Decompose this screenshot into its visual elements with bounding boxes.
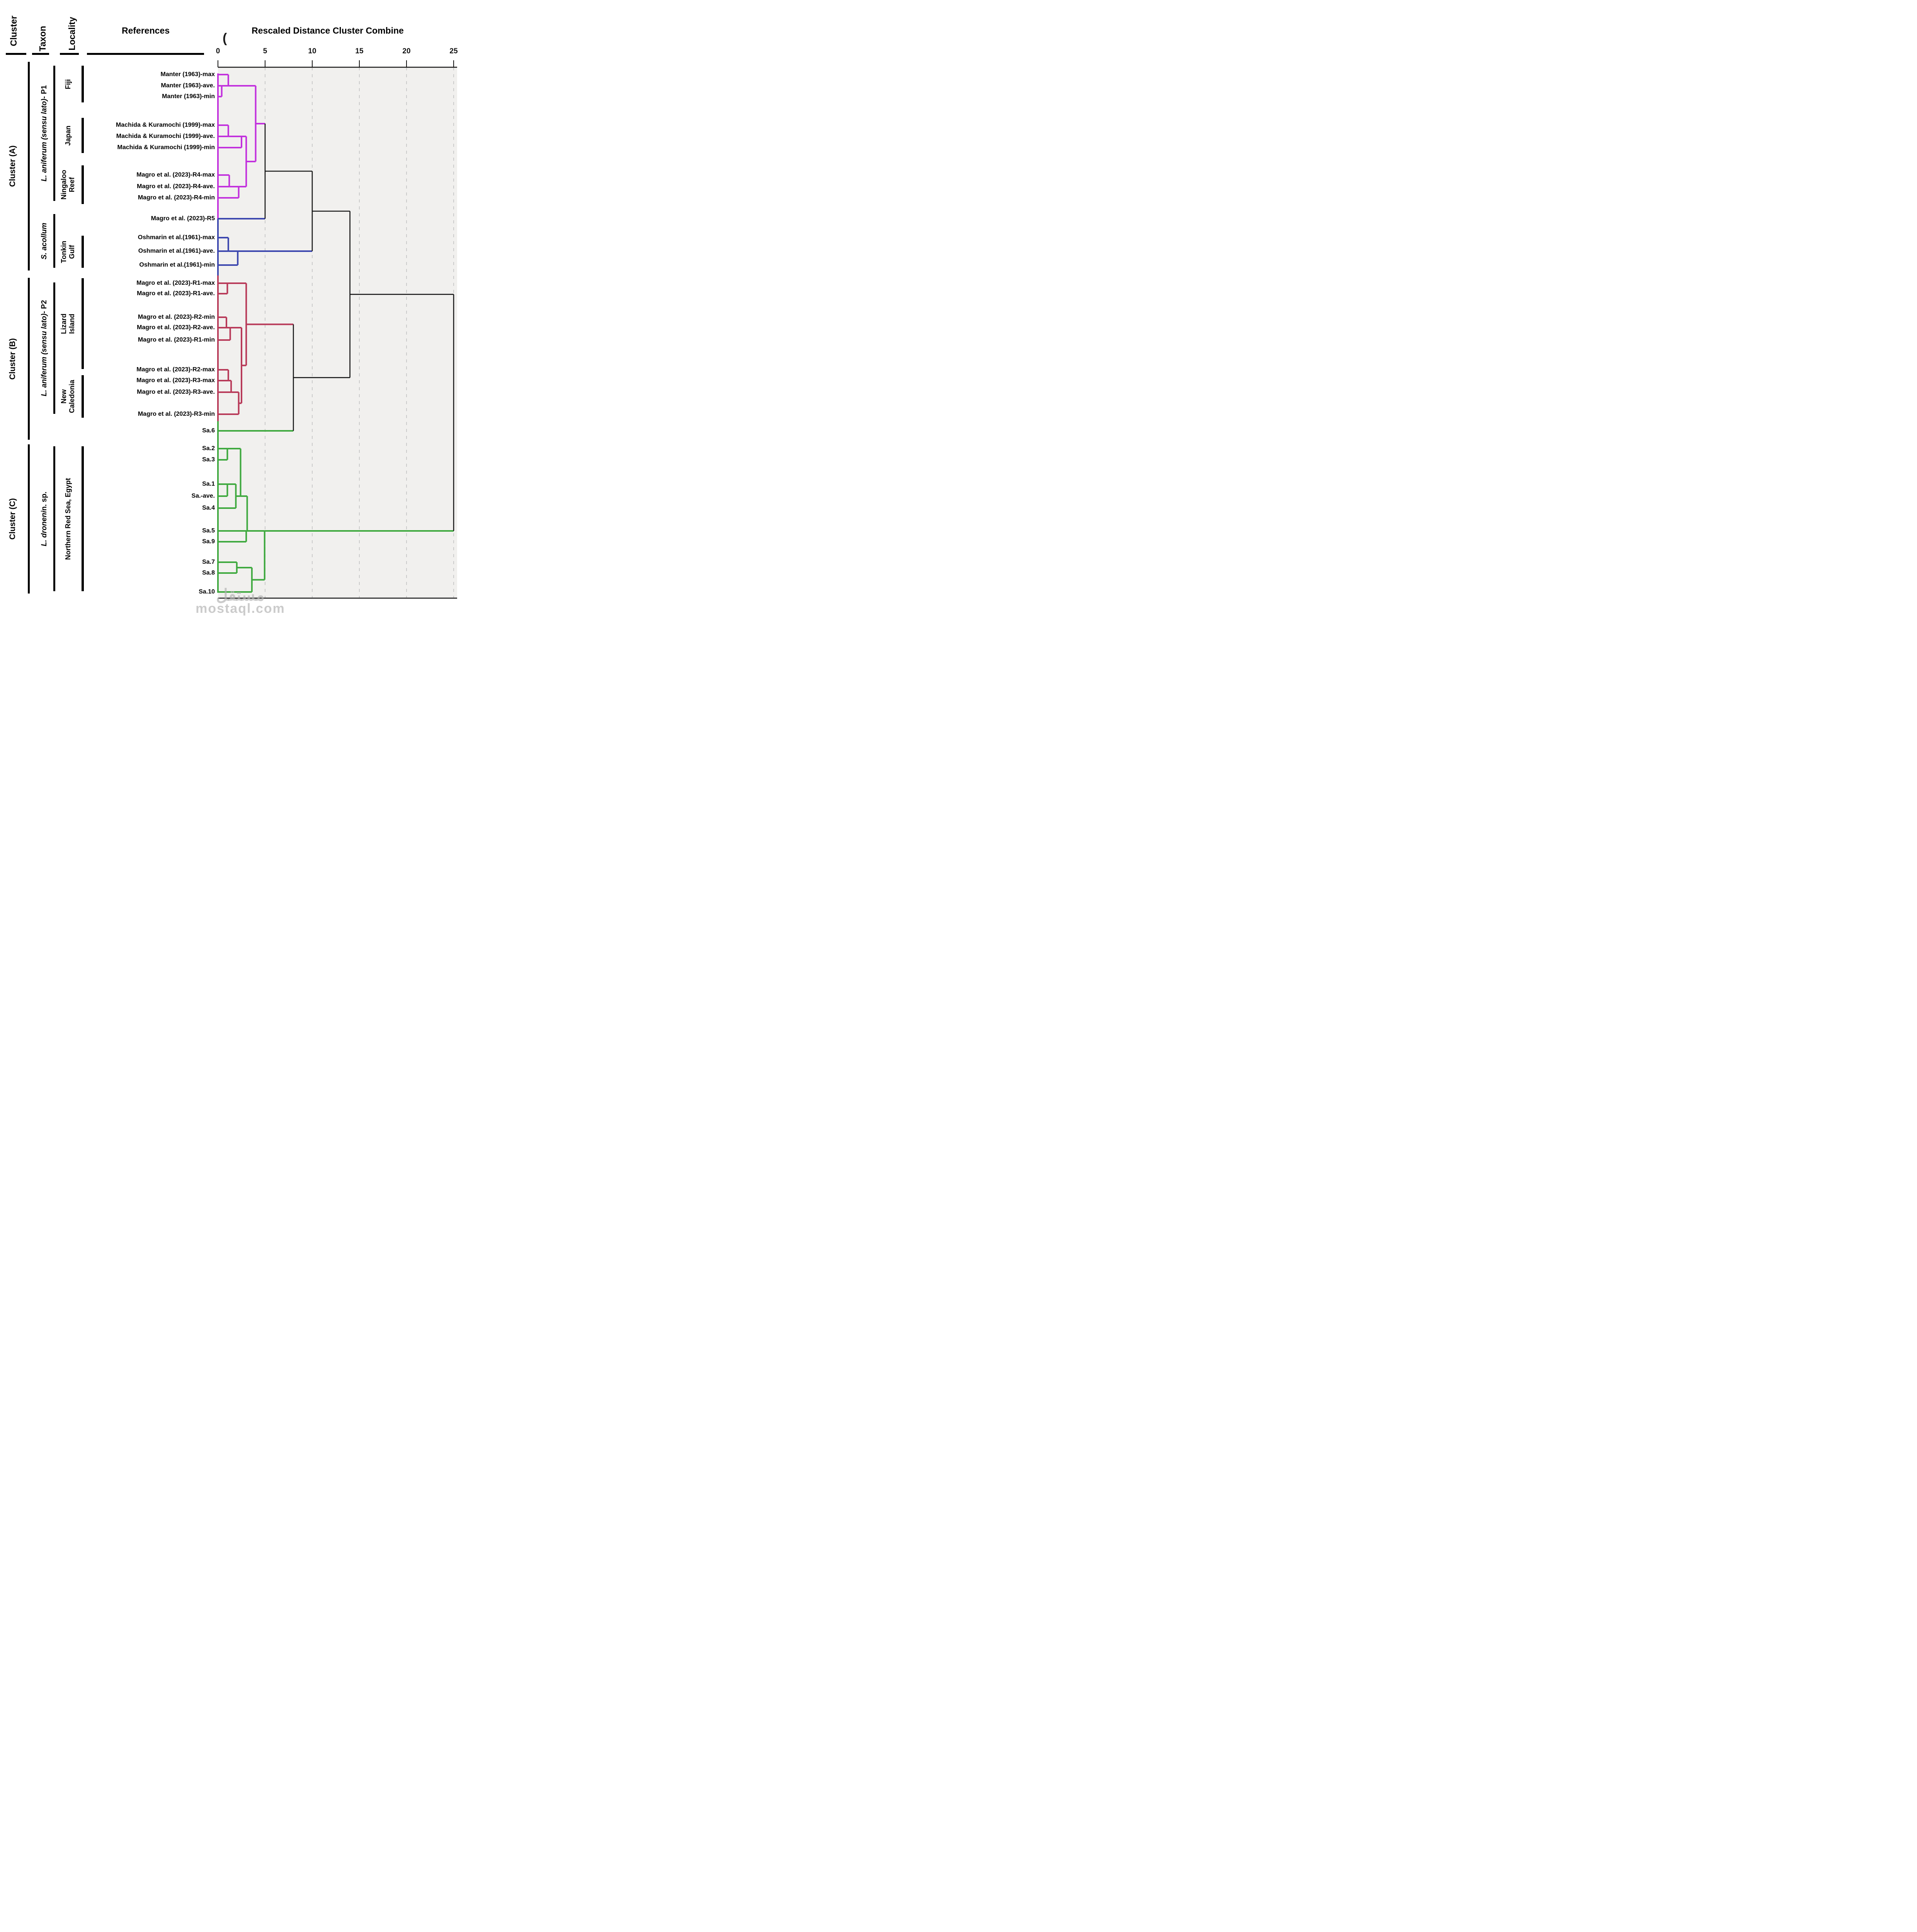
- dendrogram-canvas: [217, 60, 457, 599]
- header-underline-1: [32, 53, 49, 55]
- leaf-label-magro-et-al-2023-r5: Magro et al. (2023)-R5: [151, 215, 215, 222]
- locality-bar-4: [82, 278, 84, 369]
- leaf-label-sa-7: Sa.7: [202, 559, 215, 565]
- leaf-label-magro-et-al-2023-r4-max: Magro et al. (2023)-R4-max: [136, 172, 215, 178]
- locality-bar-3: [82, 236, 84, 268]
- cluster-label-2: Cluster (C): [8, 498, 17, 540]
- leaf-label-sa-2: Sa.2: [202, 445, 215, 452]
- stray-parenthesis-mark: (: [223, 31, 227, 46]
- leaf-label-magro-et-al-2023-r1-min: Magro et al. (2023)-R1-min: [138, 337, 215, 343]
- leaf-label-sa-10: Sa.10: [199, 588, 215, 595]
- leaf-label-magro-et-al-2023-r3-ave-: Magro et al. (2023)-R3-ave.: [137, 389, 215, 395]
- leaf-label-sa-5: Sa.5: [202, 527, 215, 534]
- taxon-bar-2: [53, 282, 55, 414]
- header-underline-0: [6, 53, 26, 55]
- taxon-label-2: L. aniferum (sensu lato) - P2: [40, 300, 48, 396]
- locality-label-6: Northern Red Sea, Egypt: [64, 478, 72, 560]
- cluster-bar-1: [28, 278, 30, 440]
- taxon-label-3: L. droneni n. sp.: [40, 491, 48, 546]
- leaf-label-manter-1963-max: Manter (1963)-max: [160, 71, 215, 78]
- leaf-label-sa-ave-: Sa.-ave.: [191, 493, 215, 499]
- leaf-label-sa-1: Sa.1: [202, 481, 215, 487]
- cluster-label-0: Cluster (A): [8, 145, 17, 187]
- locality-bar-0: [82, 66, 84, 102]
- watermark-latin: mostaql.com: [196, 601, 285, 616]
- leaf-label-machida-kuramochi-1999-min: Machida & Kuramochi (1999)-min: [117, 144, 215, 151]
- plot-background: [218, 67, 457, 598]
- locality-bar-5: [82, 375, 84, 418]
- leaf-label-oshmarin-et-al-1961-ave-: Oshmarin et al.(1961)-ave.: [138, 248, 215, 254]
- leaf-label-machida-kuramochi-1999-max: Machida & Kuramochi (1999)-max: [116, 122, 215, 128]
- leaf-label-manter-1963-ave-: Manter (1963)-ave.: [161, 82, 215, 89]
- leaf-label-magro-et-al-2023-r1-max: Magro et al. (2023)-R1-max: [136, 280, 215, 286]
- leaf-label-sa-4: Sa.4: [202, 505, 215, 511]
- taxon-bar-1: [53, 214, 55, 268]
- header-underline-3: [87, 53, 204, 55]
- dendrogram-figure: Cluster Taxon Locality References ( Resc…: [0, 0, 479, 626]
- axis-title: Rescaled Distance Cluster Combine: [252, 26, 404, 36]
- header-underline-2: [60, 53, 79, 55]
- leaf-label-magro-et-al-2023-r3-max: Magro et al. (2023)-R3-max: [136, 377, 215, 384]
- leaf-label-sa-9: Sa.9: [202, 538, 215, 545]
- cluster-bar-0: [28, 62, 30, 270]
- leaf-label-sa-8: Sa.8: [202, 570, 215, 576]
- axis-tick-label-5: 5: [263, 47, 267, 55]
- locality-bar-1: [82, 118, 84, 153]
- leaf-label-oshmarin-et-al-1961-min: Oshmarin et al.(1961)-min: [139, 262, 215, 268]
- locality-bar-6: [82, 446, 84, 591]
- leaf-label-magro-et-al-2023-r4-min: Magro et al. (2023)-R4-min: [138, 194, 215, 201]
- leaf-label-oshmarin-et-al-1961-max: Oshmarin et al.(1961)-max: [138, 234, 215, 241]
- leaf-label-magro-et-al-2023-r2-min: Magro et al. (2023)-R2-min: [138, 314, 215, 320]
- leaf-label-manter-1963-min: Manter (1963)-min: [162, 93, 215, 100]
- leaf-label-sa-3: Sa.3: [202, 456, 215, 463]
- leaf-label-magro-et-al-2023-r1-ave-: Magro et al. (2023)-R1-ave.: [137, 290, 215, 297]
- leaf-label-magro-et-al-2023-r2-ave-: Magro et al. (2023)-R2-ave.: [137, 324, 215, 331]
- axis-tick-label-0: 0: [216, 47, 220, 55]
- leaf-label-magro-et-al-2023-r3-min: Magro et al. (2023)-R3-min: [138, 411, 215, 417]
- leaf-label-machida-kuramochi-1999-ave-: Machida & Kuramochi (1999)-ave.: [116, 133, 215, 139]
- leaf-label-magro-et-al-2023-r2-max: Magro et al. (2023)-R2-max: [136, 366, 215, 373]
- cluster-bar-2: [28, 444, 30, 594]
- taxon-bar-3: [53, 446, 55, 591]
- references-header: References: [121, 26, 170, 36]
- leaf-label-sa-6: Sa.6: [202, 427, 215, 434]
- axis-tick-label-15: 15: [355, 47, 364, 55]
- axis-tick-label-10: 10: [308, 47, 316, 55]
- axis-tick-label-20: 20: [402, 47, 411, 55]
- axis-tick-label-25: 25: [449, 47, 458, 55]
- leaf-label-magro-et-al-2023-r4-ave-: Magro et al. (2023)-R4-ave.: [137, 183, 215, 190]
- watermark-arabic: مستقل: [216, 586, 265, 604]
- locality-bar-2: [82, 165, 84, 204]
- taxon-bar-0: [53, 66, 55, 201]
